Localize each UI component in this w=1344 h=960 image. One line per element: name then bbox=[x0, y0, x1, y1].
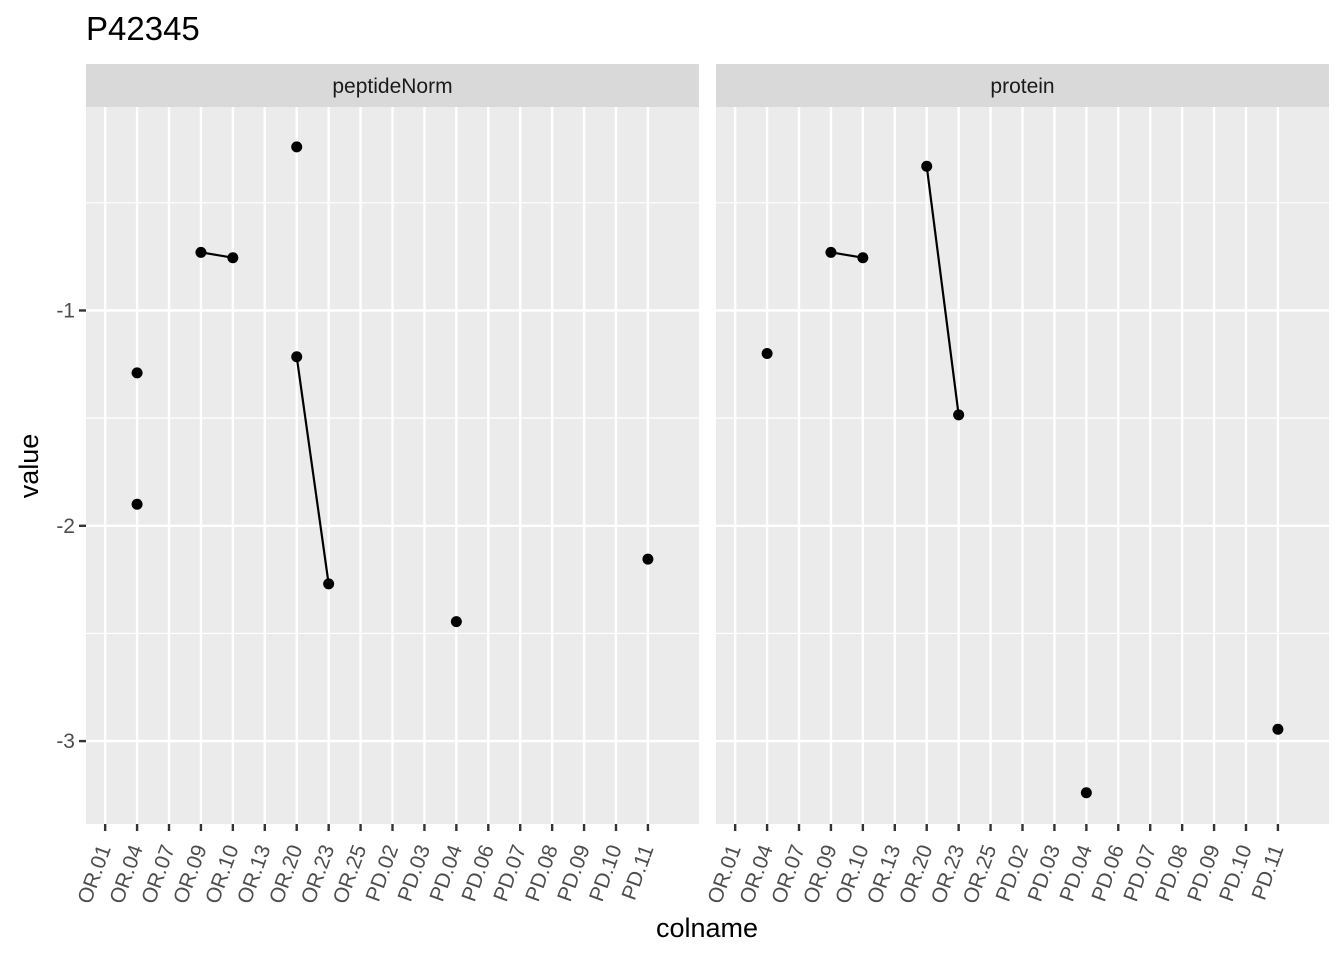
data-point bbox=[761, 348, 773, 360]
series-line bbox=[925, 166, 960, 416]
chart-title: P42345 bbox=[86, 10, 200, 47]
y-axis-title: value bbox=[14, 434, 44, 499]
data-point bbox=[857, 252, 869, 264]
data-point bbox=[131, 498, 143, 510]
data-point bbox=[953, 409, 965, 421]
data-point bbox=[291, 141, 303, 153]
series-line bbox=[295, 356, 330, 585]
data-point bbox=[195, 246, 207, 258]
x-axis-title: colname bbox=[656, 913, 758, 943]
data-point bbox=[450, 616, 462, 628]
tick-label-y: -2 bbox=[56, 515, 75, 538]
facet-panel-protein: proteinOR.01OR.04OR.07OR.09OR.10OR.13OR.… bbox=[703, 64, 1329, 907]
data-point bbox=[825, 246, 837, 258]
data-point bbox=[323, 578, 335, 590]
data-point bbox=[1272, 723, 1284, 735]
data-point bbox=[1080, 787, 1092, 799]
facet-strip-label: peptideNorm bbox=[332, 75, 452, 98]
facet-strip-label: protein bbox=[990, 75, 1054, 98]
facet-panel-peptideNorm: peptideNormOR.01OR.04OR.07OR.09OR.10OR.1… bbox=[73, 64, 699, 907]
data-point bbox=[227, 252, 239, 264]
tick-label-y: -3 bbox=[56, 730, 75, 753]
facet-strip bbox=[86, 64, 699, 107]
facet-strip bbox=[716, 64, 1329, 107]
data-point bbox=[291, 351, 303, 363]
data-point bbox=[642, 553, 654, 565]
data-point bbox=[921, 160, 933, 172]
facet-panels: peptideNormOR.01OR.04OR.07OR.09OR.10OR.1… bbox=[73, 64, 1329, 907]
y-axis: -3 -2 -1 bbox=[56, 299, 86, 753]
tick-label-y: -1 bbox=[56, 299, 75, 322]
data-point bbox=[131, 367, 143, 379]
